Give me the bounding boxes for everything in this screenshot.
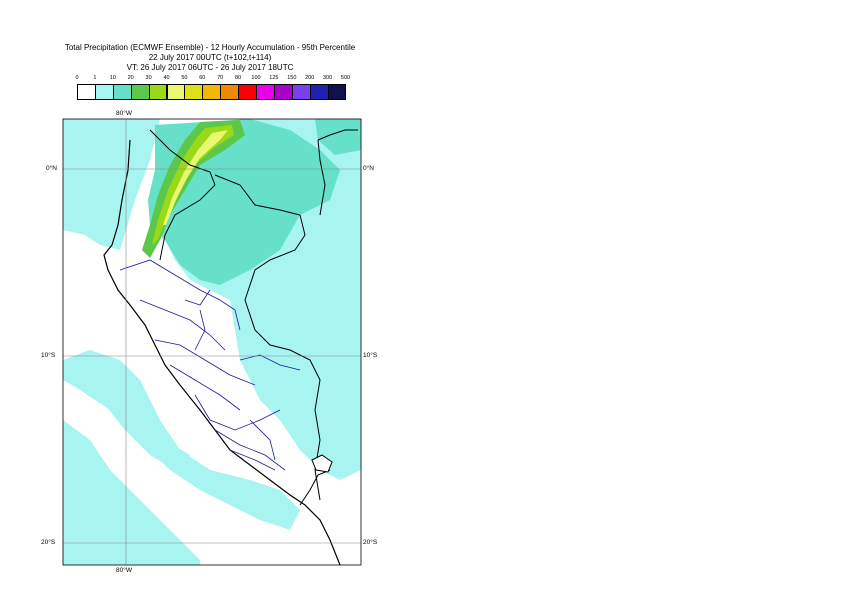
precip-light-coast bbox=[63, 350, 300, 530]
department-borders bbox=[119, 259, 301, 471]
legend-level-label: 500 bbox=[340, 75, 351, 81]
legend-level-label: 30 bbox=[145, 75, 152, 81]
legend-level-label: 20 bbox=[127, 75, 134, 81]
country-border-north bbox=[149, 129, 216, 261]
lat-label-right-10s: 10°S bbox=[363, 352, 378, 359]
legend-level-label: 60 bbox=[199, 75, 206, 81]
legend-level-label: 300 bbox=[323, 75, 333, 81]
map-frame bbox=[62, 118, 362, 566]
precip-light-southwest bbox=[63, 420, 200, 565]
legend-level-label: 1 bbox=[93, 75, 97, 81]
precip-fields bbox=[63, 119, 361, 565]
lat-label-left-20s: 20°S bbox=[41, 539, 56, 546]
legend-color-swatch bbox=[327, 84, 347, 100]
country-border-ne bbox=[317, 129, 358, 216]
valid-time: VT: 26 July 2017 06UTC - 26 July 2017 18… bbox=[126, 63, 294, 72]
legend-level-label: 10 bbox=[109, 75, 116, 81]
country-border-east bbox=[214, 174, 321, 501]
legend-level-label: 40 bbox=[163, 75, 170, 81]
legend-level-label: 70 bbox=[217, 75, 224, 81]
legend-level-label: 125 bbox=[269, 75, 279, 81]
legend-level-label: 100 bbox=[251, 75, 261, 81]
lat-label-right-0: 0°N bbox=[363, 165, 374, 172]
graticule bbox=[63, 119, 361, 565]
legend-level-label: 80 bbox=[235, 75, 242, 81]
country-border-south bbox=[299, 469, 331, 506]
legend-level-label: 150 bbox=[287, 75, 297, 81]
precip-light-ocean-west bbox=[63, 119, 160, 250]
precip-very-heavy-core bbox=[163, 130, 228, 225]
legend-level-label: 50 bbox=[181, 75, 188, 81]
legend-level-label: 0 bbox=[75, 75, 79, 81]
bottom-longitude-label: 80°W bbox=[116, 567, 132, 574]
lat-label-left-10s: 10°S bbox=[41, 352, 56, 359]
lat-label-right-20s: 20°S bbox=[363, 539, 378, 546]
legend-level-label: 200 bbox=[305, 75, 315, 81]
borders bbox=[103, 129, 358, 565]
precip-heavy-core bbox=[152, 125, 234, 245]
map-title: Total Precipitation (ECMWF Ensemble) - 1… bbox=[64, 43, 356, 52]
base-time: 22 July 2017 00UTC (t+102,t+114) bbox=[148, 53, 272, 62]
lat-label-left-0: 0°N bbox=[46, 165, 57, 172]
lake-titicaca bbox=[311, 454, 333, 473]
precip-medium-ne bbox=[315, 119, 361, 155]
top-longitude-label: 80°W bbox=[116, 110, 132, 117]
coastline bbox=[103, 139, 341, 565]
